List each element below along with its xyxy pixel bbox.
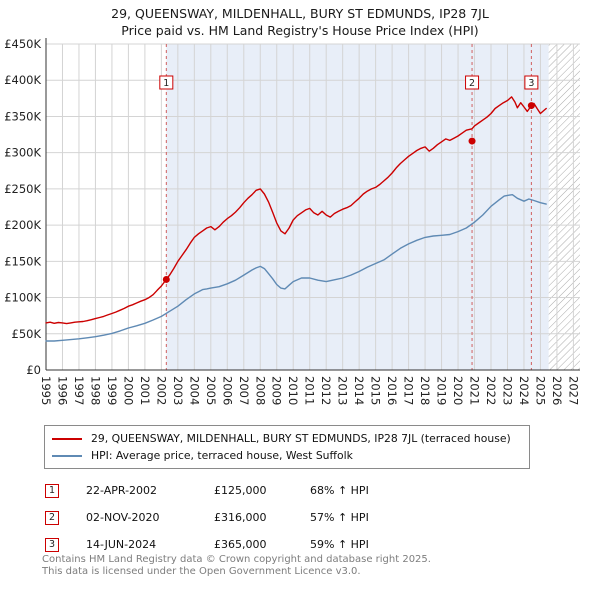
x-axis-label: 2011 <box>303 376 317 405</box>
y-axis-label: £150K <box>4 254 41 268</box>
transaction-price: £316,000 <box>214 511 267 524</box>
x-axis-label: 2001 <box>138 376 152 405</box>
x-axis-label: 1998 <box>88 376 102 405</box>
legend-line-swatch <box>52 454 82 457</box>
transaction-row: 3 14-JUN-2024 £365,000 59% ↑ HPI <box>45 531 565 558</box>
x-axis-label: 2007 <box>237 376 251 405</box>
transaction-flag-number: 2 <box>469 78 475 89</box>
x-axis-label: 2017 <box>402 376 416 405</box>
x-axis-label: 2008 <box>253 376 267 405</box>
x-axis-label: 2015 <box>369 376 383 405</box>
y-axis-label: £100K <box>4 291 41 305</box>
x-axis-label: 2021 <box>468 376 482 405</box>
transaction-number-badge: 3 <box>45 537 59 552</box>
page-title: 29, QUEENSWAY, MILDENHALL, BURY ST EDMUN… <box>111 6 489 21</box>
footer-copyright: Contains HM Land Registry data © Crown c… <box>42 554 431 565</box>
y-axis-label: £0 <box>26 363 41 377</box>
x-axis-label: 2002 <box>154 376 168 405</box>
x-axis-label: 2003 <box>171 376 185 405</box>
property-price-line <box>45 96 547 325</box>
x-axis-label: 2022 <box>484 376 498 405</box>
x-axis-label: 2016 <box>385 376 399 405</box>
page-subtitle: Price paid vs. HM Land Registry's House … <box>121 23 479 38</box>
footer-licence: This data is licensed under the Open Gov… <box>42 565 361 577</box>
x-axis-label: 2018 <box>418 376 432 405</box>
y-axis-label: £200K <box>4 218 41 232</box>
legend-item-hpi: HPI: Average price, terraced house, West… <box>52 447 522 464</box>
transaction-hpi-delta: 57% ↑ HPI <box>310 511 369 524</box>
transaction-flag <box>465 75 480 90</box>
transaction-dot <box>162 275 170 283</box>
x-axis-label: 2026 <box>550 376 564 405</box>
x-axis-label: 2023 <box>500 376 514 405</box>
hatched-future-region <box>548 44 580 370</box>
transaction-date: 14-JUN-2024 <box>86 538 157 551</box>
chart-legend: 29, QUEENSWAY, MILDENHALL, BURY ST EDMUN… <box>44 425 530 469</box>
x-axis-label: 2024 <box>517 376 531 405</box>
shaded-period-region <box>166 44 549 370</box>
legend-line-swatch <box>52 437 82 440</box>
legend-label: HPI: Average price, terraced house, West… <box>91 449 353 462</box>
y-axis-label: £450K <box>4 37 41 51</box>
transaction-number-badge: 2 <box>45 510 59 525</box>
price-history-chart: 1 2 3 £0 £50K £100K £150K £200K £250K £300K £350K £… <box>4 37 580 405</box>
transaction-date: 02-NOV-2020 <box>86 511 160 524</box>
x-axis-label: 2010 <box>286 376 300 405</box>
y-axis-label: £250K <box>4 182 41 196</box>
y-axis-label: £300K <box>4 146 41 160</box>
footer: Contains HM Land Registry data © Crown c… <box>42 554 431 577</box>
transaction-row: 2 02-NOV-2020 £316,000 57% ↑ HPI <box>45 504 565 531</box>
hpi-line <box>45 193 547 342</box>
legend-item-property: 29, QUEENSWAY, MILDENHALL, BURY ST EDMUN… <box>52 430 522 447</box>
x-axis-label: 2012 <box>319 376 333 405</box>
x-axis-label: 1997 <box>72 376 86 405</box>
transaction-price: £365,000 <box>214 538 267 551</box>
x-axis-label: 1996 <box>55 376 69 405</box>
x-axis-label: 2009 <box>270 376 284 405</box>
x-axis-label: 2006 <box>220 376 234 405</box>
x-axis-label: 2025 <box>533 376 547 405</box>
transaction-dot <box>468 137 476 145</box>
transaction-flag <box>524 75 539 90</box>
transactions-table: 1 22-APR-2002 £125,000 68% ↑ HPI 2 02-NOV-202… <box>45 477 565 558</box>
x-axis-label: 2019 <box>435 376 449 405</box>
transaction-price: £125,000 <box>214 484 267 497</box>
transaction-number-badge: 1 <box>45 483 59 498</box>
x-axis-label: 1995 <box>39 376 53 405</box>
transaction-flag <box>159 75 174 90</box>
legend-label: 29, QUEENSWAY, MILDENHALL, BURY ST EDMUN… <box>91 432 511 445</box>
transaction-date: 22-APR-2002 <box>86 484 158 497</box>
transaction-flag-number: 1 <box>163 78 169 89</box>
y-axis-label: £400K <box>4 73 41 87</box>
x-axis-label: 2005 <box>204 376 218 405</box>
x-axis-label: 1999 <box>105 376 119 405</box>
x-axis-label: 2013 <box>336 376 350 405</box>
x-axis-label: 2004 <box>187 376 201 405</box>
transaction-flag-number: 3 <box>528 78 534 89</box>
transaction-row: 1 22-APR-2002 £125,000 68% ↑ HPI <box>45 477 565 504</box>
x-axis-label: 2020 <box>451 376 465 405</box>
x-axis-label: 2027 <box>566 376 580 405</box>
y-axis-label: £350K <box>4 109 41 123</box>
x-axis-label: 2014 <box>352 376 366 405</box>
transaction-hpi-delta: 68% ↑ HPI <box>310 484 369 497</box>
x-axis-label: 2000 <box>121 376 135 405</box>
transaction-hpi-delta: 59% ↑ HPI <box>310 538 369 551</box>
y-axis-label: £50K <box>12 327 42 341</box>
transaction-dot <box>527 102 535 110</box>
